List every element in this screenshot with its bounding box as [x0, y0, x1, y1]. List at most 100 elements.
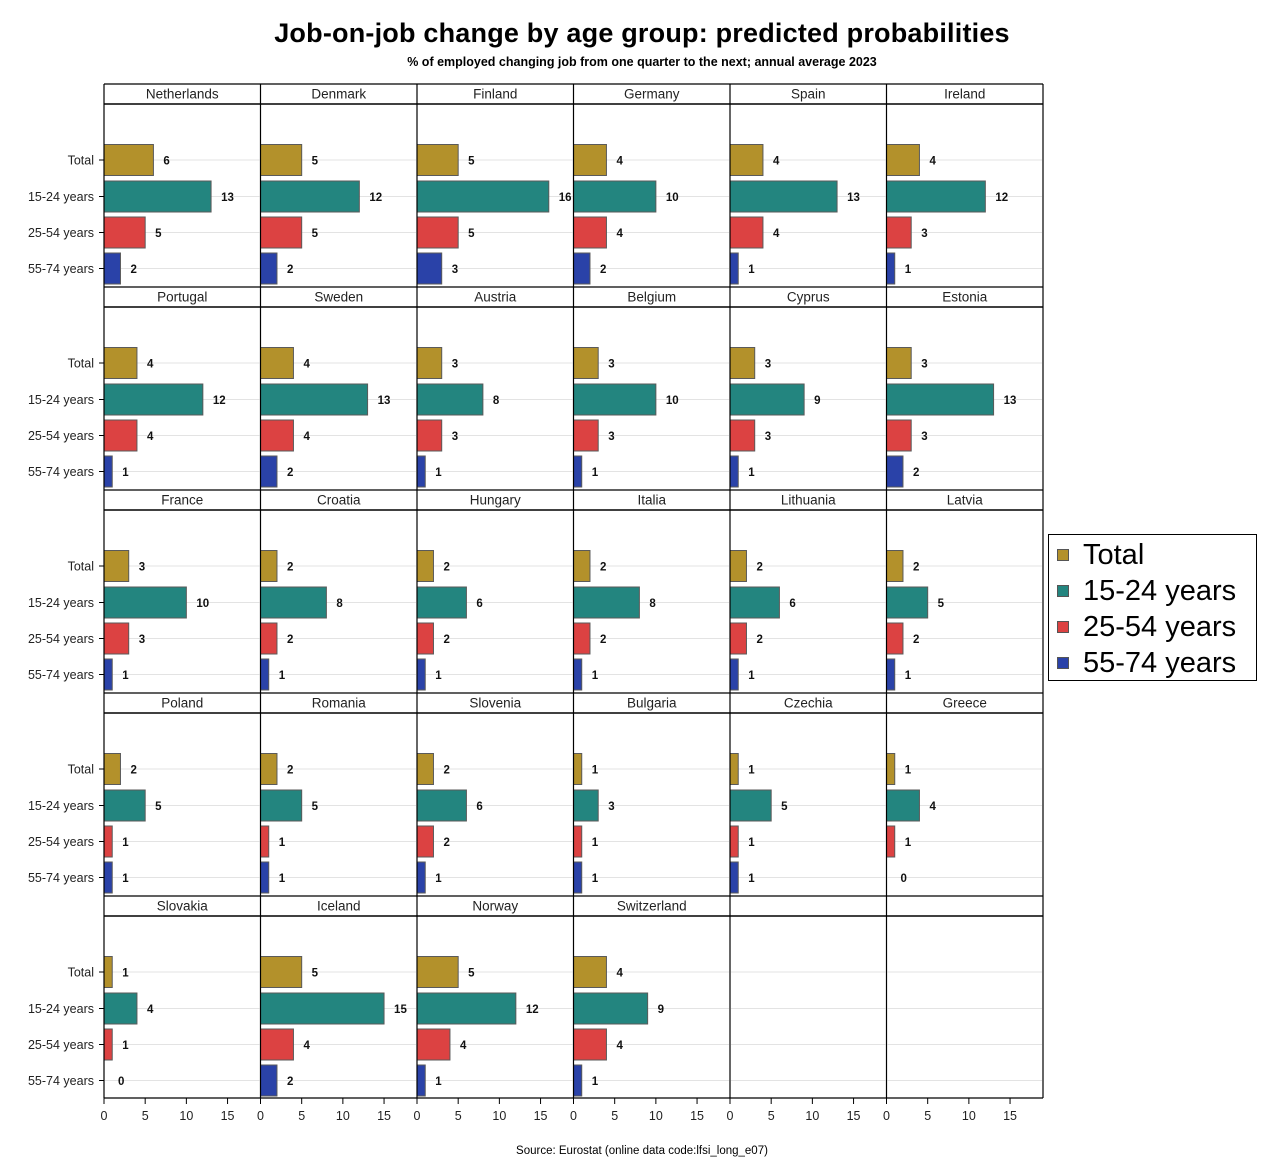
panel-title-spain: Spain — [791, 87, 826, 102]
bar-sweden-25-54-years — [260, 419, 294, 452]
data-label-bulgaria-55-74-years: 1 — [592, 873, 599, 885]
legend-swatch-25-54 — [1057, 621, 1069, 633]
panel-title-netherlands: Netherlands — [146, 87, 219, 102]
bar-latvia-55-74-years — [886, 658, 896, 691]
x-tick-label: 0 — [257, 1109, 264, 1123]
data-label-latvia-15-24-years: 5 — [938, 598, 945, 610]
data-label-cyprus-55-74-years: 1 — [748, 467, 755, 479]
bar-czechia-15-24-years — [729, 789, 772, 822]
x-tick-label: 0 — [570, 1109, 577, 1123]
panel-title-germany: Germany — [624, 87, 680, 102]
bar-france-55-74-years — [103, 658, 113, 691]
data-label-sweden-55-74-years: 2 — [287, 467, 293, 479]
data-label-iceland-15-24-years: 15 — [394, 1004, 407, 1016]
bar-switzerland-total — [573, 956, 607, 988]
data-label-austria-15-24-years: 8 — [493, 395, 500, 407]
data-label-croatia-55-74-years: 1 — [279, 670, 286, 682]
data-label-romania-25-54-years: 1 — [279, 837, 286, 849]
bar-croatia-15-24-years — [260, 586, 327, 619]
panel-title-slovenia: Slovenia — [469, 696, 521, 711]
panel-title-estonia: Estonia — [942, 290, 988, 305]
panel-title-sweden: Sweden — [314, 290, 363, 305]
y-tick-label-25-54-years: 25-54 years — [28, 835, 94, 849]
data-label-denmark-total: 5 — [312, 156, 319, 168]
data-label-netherlands-15-24-years: 13 — [221, 192, 234, 204]
data-label-france-55-74-years: 1 — [122, 670, 129, 682]
panel-title-bulgaria: Bulgaria — [627, 696, 677, 711]
bar-switzerland-55-74-years — [573, 1064, 583, 1097]
x-tick-label: 10 — [179, 1109, 193, 1123]
y-tick-label-55-74-years: 55-74 years — [28, 668, 94, 682]
bar-belgium-15-24-years — [573, 383, 657, 416]
data-label-france-15-24-years: 10 — [196, 598, 209, 610]
data-label-romania-55-74-years: 1 — [279, 873, 286, 885]
panel-title-denmark: Denmark — [311, 87, 366, 102]
data-label-finland-15-24-years: 16 — [559, 192, 572, 204]
bar-italia-15-24-years — [573, 586, 640, 619]
data-label-germany-55-74-years: 2 — [600, 264, 606, 276]
x-tick-label: 0 — [414, 1109, 421, 1123]
bar-iceland-55-74-years — [260, 1064, 278, 1097]
bar-france-total — [103, 550, 130, 582]
data-label-poland-total: 2 — [130, 765, 136, 777]
x-tick-label: 0 — [883, 1109, 890, 1123]
panel-title-greece: Greece — [943, 696, 987, 711]
data-label-finland-25-54-years: 5 — [468, 228, 475, 240]
bar-slovenia-total — [416, 753, 434, 785]
data-label-poland-15-24-years: 5 — [155, 801, 162, 813]
data-label-ireland-25-54-years: 3 — [921, 228, 927, 240]
data-label-bulgaria-total: 1 — [592, 765, 599, 777]
data-label-denmark-25-54-years: 5 — [312, 228, 319, 240]
data-label-netherlands-25-54-years: 5 — [155, 228, 162, 240]
data-label-czechia-55-74-years: 1 — [748, 873, 755, 885]
bar-france-15-24-years — [103, 586, 187, 619]
data-label-belgium-55-74-years: 1 — [592, 467, 599, 479]
y-tick-label-25-54-years: 25-54 years — [28, 1038, 94, 1052]
bar-estonia-25-54-years — [886, 419, 912, 452]
y-tick-label-55-74-years: 55-74 years — [28, 871, 94, 885]
data-label-austria-55-74-years: 1 — [435, 467, 442, 479]
bar-slovakia-25-54-years — [103, 1028, 113, 1061]
data-label-finland-total: 5 — [468, 156, 475, 168]
bar-slovenia-15-24-years — [416, 789, 467, 822]
data-label-romania-15-24-years: 5 — [312, 801, 319, 813]
data-label-croatia-25-54-years: 2 — [287, 634, 293, 646]
bar-lithuania-55-74-years — [729, 658, 739, 691]
data-label-ireland-total: 4 — [929, 156, 936, 168]
bar-bulgaria-55-74-years — [573, 861, 583, 894]
bar-romania-total — [260, 753, 278, 785]
x-tick-label: 5 — [142, 1109, 149, 1123]
data-label-spain-15-24-years: 13 — [847, 192, 860, 204]
data-label-greece-total: 1 — [905, 765, 912, 777]
y-tick-label-55-74-years: 55-74 years — [28, 465, 94, 479]
data-label-greece-15-24-years: 4 — [929, 801, 936, 813]
bar-cyprus-15-24-years — [729, 383, 805, 416]
data-label-norway-15-24-years: 12 — [526, 1004, 539, 1016]
data-label-bulgaria-15-24-years: 3 — [608, 801, 614, 813]
bar-portugal-total — [103, 347, 138, 379]
y-tick-label-55-74-years: 55-74 years — [28, 1074, 94, 1088]
data-label-belgium-15-24-years: 10 — [666, 395, 679, 407]
x-tick-label: 5 — [768, 1109, 775, 1123]
bar-ireland-55-74-years — [886, 252, 896, 285]
bar-cyprus-55-74-years — [729, 455, 739, 488]
bar-croatia-55-74-years — [260, 658, 270, 691]
bar-sweden-55-74-years — [260, 455, 278, 488]
data-label-slovakia-25-54-years: 1 — [122, 1040, 129, 1052]
bar-hungary-25-54-years — [416, 622, 434, 655]
x-tick-label: 15 — [1003, 1109, 1017, 1123]
bar-netherlands-15-24-years — [103, 180, 212, 213]
bar-lithuania-total — [729, 550, 747, 582]
legend-swatch-total — [1057, 549, 1069, 561]
panel-title-hungary: Hungary — [470, 493, 521, 508]
bar-germany-15-24-years — [573, 180, 657, 213]
data-label-latvia-25-54-years: 2 — [913, 634, 919, 646]
bar-latvia-15-24-years — [886, 586, 929, 619]
y-tick-label-15-24-years: 15-24 years — [28, 1002, 94, 1016]
data-label-italia-15-24-years: 8 — [649, 598, 656, 610]
bar-spain-total — [729, 144, 764, 176]
panel-title-slovakia: Slovakia — [157, 899, 209, 914]
bar-estonia-55-74-years — [886, 455, 904, 488]
panel-title-austria: Austria — [474, 290, 517, 305]
bar-portugal-55-74-years — [103, 455, 113, 488]
